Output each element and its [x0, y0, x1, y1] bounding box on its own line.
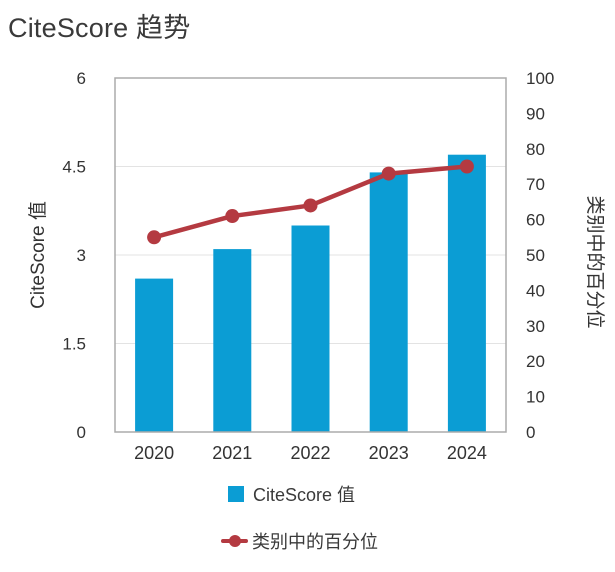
x-axis-year-label: 2021: [212, 443, 252, 463]
right-axis-tick-label: 0: [526, 423, 535, 442]
plot-border: [114, 77, 507, 433]
page-title: CiteScore 趋势: [8, 13, 191, 43]
citescore-bar-2021: [213, 249, 252, 432]
right-axis-tick-label: 40: [526, 281, 545, 300]
legend-label-citescore: CiteScore 值: [253, 485, 356, 505]
left-axis-title: CiteScore 值: [27, 201, 49, 309]
right-axis-tick-label: 80: [526, 140, 545, 159]
percentile-point-2024: [459, 159, 474, 174]
x-axis-year-label: 2020: [134, 443, 174, 463]
left-axis-tick-label: 4.5: [62, 158, 86, 177]
left-axis-tick-label: 1.5: [62, 335, 86, 354]
left-axis-tick-label: 3: [77, 246, 86, 265]
percentile-line-marker-icon: [221, 534, 248, 547]
citescore-bar-swatch-icon: [228, 486, 244, 502]
percentile-point-2021: [225, 209, 240, 224]
percentile-point-2023: [381, 166, 396, 181]
legend-label-percentile: 类别中的百分位: [252, 532, 378, 552]
right-axis-tick-label: 10: [526, 388, 545, 407]
percentile-point-2022: [303, 198, 318, 213]
right-axis-tick-label: 30: [526, 317, 545, 336]
x-axis-year-label: 2023: [369, 443, 409, 463]
left-axis-tick-label: 0: [77, 423, 86, 442]
citescore-bar-2023: [369, 172, 408, 432]
x-axis-year-label: 2024: [447, 443, 487, 463]
right-axis-tick-label: 90: [526, 104, 545, 123]
legend-item-citescore: CiteScore 值: [228, 481, 355, 507]
right-axis-tick-label: 50: [526, 246, 545, 265]
legend-item-percentile: 类别中的百分位: [221, 528, 378, 554]
percentile-point-2020: [147, 230, 162, 245]
right-axis-title: 类别中的百分位: [584, 195, 606, 328]
left-axis-tick-label: 6: [77, 69, 86, 88]
right-axis-tick-label: 60: [526, 211, 545, 230]
citescore-bar-2020: [135, 278, 174, 432]
percentile-dot-icon: [228, 534, 241, 547]
right-axis-tick-label: 70: [526, 175, 545, 194]
right-axis-tick-label: 100: [526, 69, 554, 88]
x-axis-year-label: 2022: [290, 443, 330, 463]
citescore-bar-2024: [447, 154, 486, 432]
citescore-bar-2022: [291, 225, 330, 432]
right-axis-tick-label: 20: [526, 352, 545, 371]
